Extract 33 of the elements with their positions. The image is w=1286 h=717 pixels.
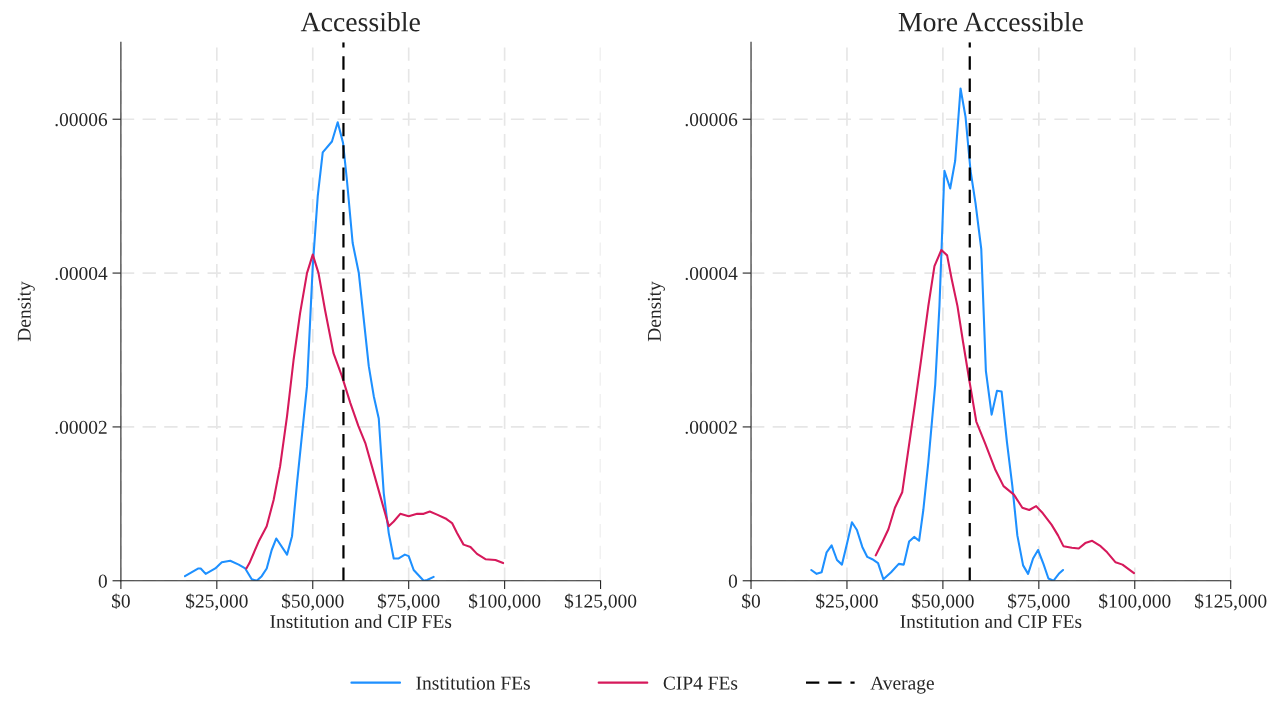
y-tick-label: .00004 <box>685 266 738 281</box>
x-tick-label: $0 <box>112 593 130 609</box>
chart-title: Accessible <box>300 11 420 32</box>
y-axis-title: Density <box>17 281 35 342</box>
y-tick-label: .00004 <box>55 266 108 281</box>
x-tick-label: $75,000 <box>1008 593 1070 611</box>
x-tick-label: $125,000 <box>564 593 637 611</box>
y-axis-title: Density <box>647 281 665 342</box>
legend-label: CIP4 FEs <box>663 676 738 690</box>
line-series <box>245 253 505 570</box>
x-tick-label: $75,000 <box>377 593 440 611</box>
x-axis-title: Institution and CIP FEs <box>900 614 1082 629</box>
y-tick-label: .00006 <box>685 113 738 127</box>
x-tick-label: $25,000 <box>816 593 878 611</box>
chart-title: More Accessible <box>898 11 1083 32</box>
y-tick-label: .00002 <box>55 420 107 434</box>
legend-label: Institution FEs <box>416 676 530 690</box>
x-tick-label: $50,000 <box>281 593 344 611</box>
legend-label: Average <box>870 676 934 694</box>
x-tick-label: $0 <box>742 593 760 609</box>
x-axis-title: Institution and CIP FEs <box>270 614 452 629</box>
line-series <box>810 87 1065 581</box>
x-tick-label: $100,000 <box>1099 593 1171 611</box>
x-tick-label: $125,000 <box>1195 593 1267 611</box>
y-tick-label: .00006 <box>55 113 108 127</box>
y-tick-label: .00002 <box>685 420 737 434</box>
line-series <box>183 121 435 581</box>
x-tick-label: $50,000 <box>912 593 974 611</box>
y-tick-label: 0 <box>728 574 738 588</box>
y-tick-label: 0 <box>98 574 107 588</box>
line-series <box>874 248 1136 575</box>
x-tick-label: $25,000 <box>186 593 248 611</box>
x-tick-label: $100,000 <box>469 593 541 611</box>
